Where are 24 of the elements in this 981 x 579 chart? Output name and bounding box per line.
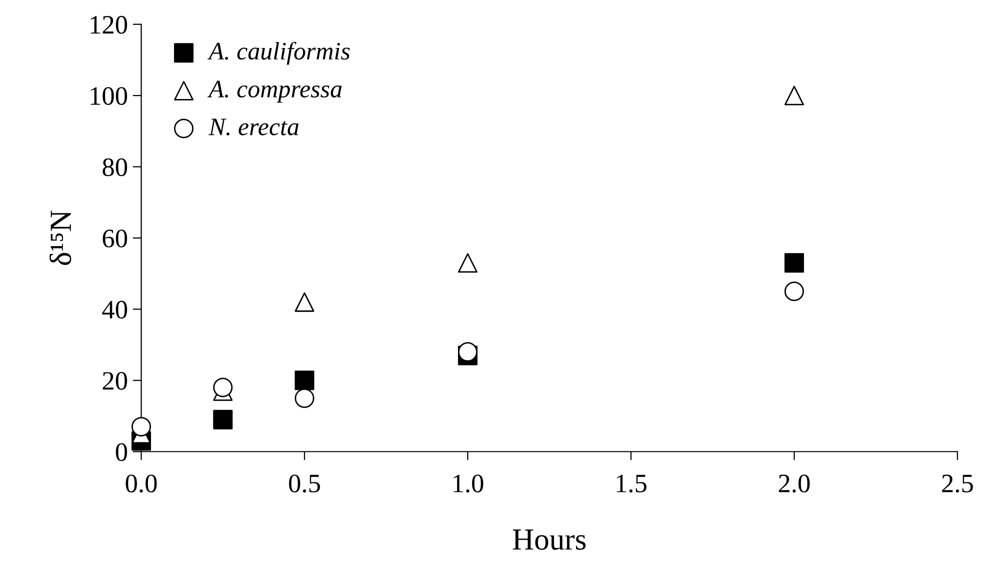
y-tick-label: 120 bbox=[90, 16, 128, 34]
x-tick-label: 2.0 bbox=[778, 474, 810, 493]
point bbox=[458, 342, 478, 362]
legend-label: A. cauliformis bbox=[207, 42, 350, 65]
point bbox=[132, 416, 152, 436]
x-tick-label: 0.0 bbox=[126, 474, 157, 493]
point bbox=[213, 410, 233, 430]
point bbox=[294, 370, 314, 390]
legend-label: N. erecta bbox=[208, 118, 299, 136]
point bbox=[784, 253, 804, 273]
y-tick-label: 60 bbox=[102, 230, 128, 248]
legend-label: A. compressa bbox=[207, 80, 342, 103]
x-tick-label: 1.5 bbox=[616, 474, 646, 493]
y-axis-title: δ¹⁵N bbox=[50, 210, 72, 265]
y-tick-label: 40 bbox=[102, 300, 128, 319]
x-tick-label: 2.5 bbox=[942, 474, 973, 493]
y-tick-label: 20 bbox=[102, 372, 128, 390]
y-tick-label: 0 bbox=[116, 443, 128, 462]
y-tick-label: 100 bbox=[90, 87, 128, 105]
point bbox=[213, 378, 233, 398]
x-tick-label: 1.0 bbox=[454, 474, 484, 493]
y-tick-label: 80 bbox=[102, 158, 128, 176]
x-axis-title: Hours bbox=[512, 530, 586, 550]
x-tick-label: 0.5 bbox=[289, 474, 320, 493]
